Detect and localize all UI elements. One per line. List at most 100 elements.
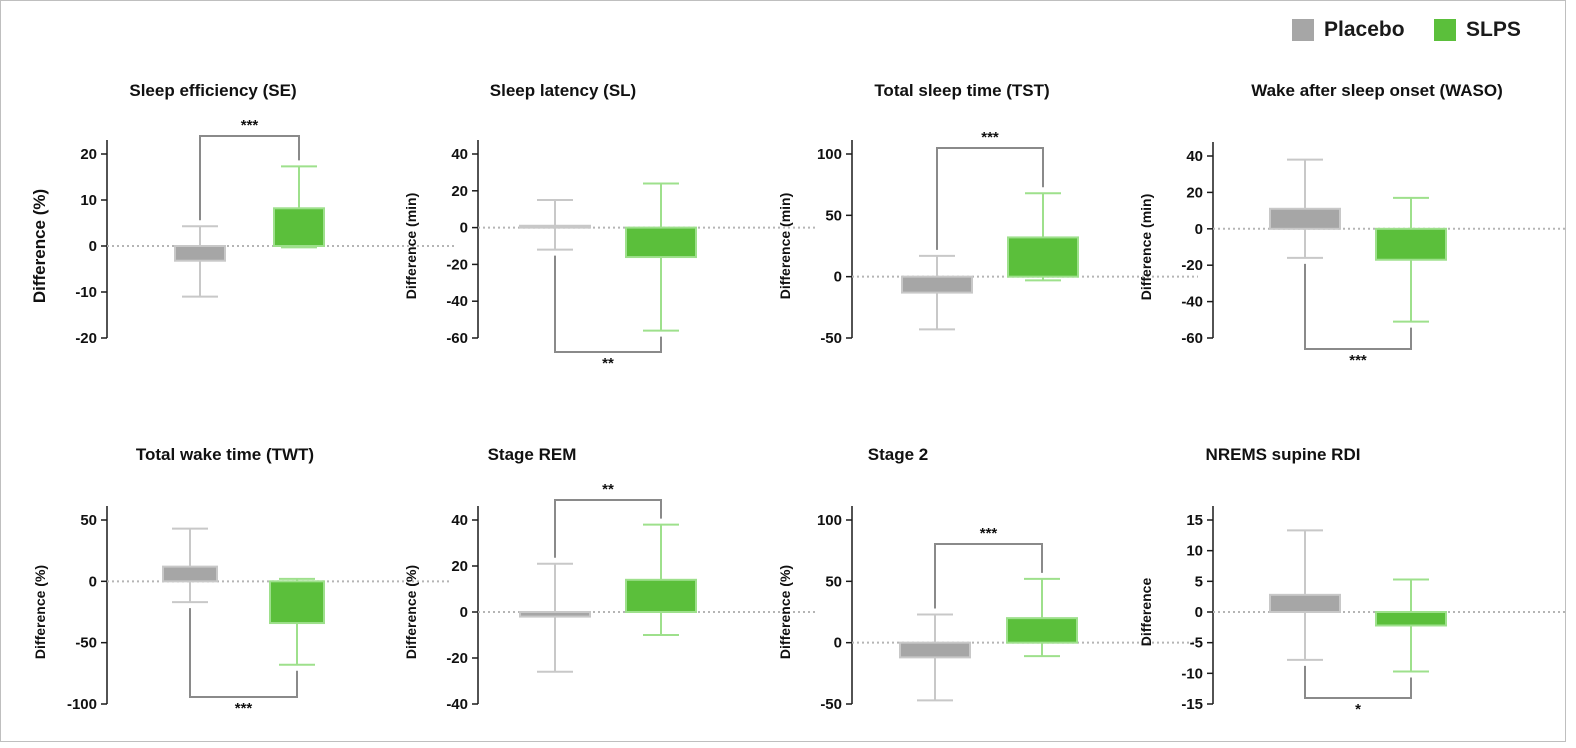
bar-slps (1375, 227, 1447, 261)
bar-placebo (162, 565, 218, 583)
chart-panel-3: Total sleep time (TST) 100 50 0 -50 Differenc… (777, 81, 1198, 347)
chart-title: Sleep efficiency (SE) (129, 81, 296, 100)
significance-label: *** (980, 525, 998, 542)
significance-bracket (554, 499, 662, 558)
bar-placebo (519, 611, 591, 618)
chart-title: Sleep latency (SL) (490, 81, 636, 100)
y-tick-label: -60 (1181, 330, 1203, 347)
y-tick-label: 0 (834, 635, 842, 652)
y-tick-label: -60 (446, 330, 468, 347)
bar-slps (1007, 236, 1079, 278)
y-tick-label: 20 (451, 558, 468, 575)
y-tick-label: 0 (89, 238, 97, 255)
y-tick-label: 50 (80, 512, 97, 529)
chart-title: Wake after sleep onset (WASO) (1251, 81, 1503, 100)
chart-panel-2: Sleep latency (SL) 40 20 0 -20 -40 -60 Differen… (403, 81, 816, 372)
y-tick-label: -100 (67, 696, 97, 713)
bar-placebo (519, 224, 591, 229)
bar-slps (273, 207, 325, 247)
y-tick-label: 10 (80, 192, 97, 209)
significance-label: *** (235, 700, 253, 717)
chart-title: Stage REM (488, 445, 577, 464)
y-tick-label: 5 (1195, 573, 1203, 590)
y-tick-label: -10 (75, 284, 97, 301)
y-tick-label: 0 (460, 220, 468, 237)
legend-item-slps: SLPS (1434, 18, 1521, 42)
bar-slps (625, 578, 697, 613)
y-tick-label: -20 (446, 650, 468, 667)
legend-label-placebo: Placebo (1324, 18, 1405, 41)
y-axis-title: Difference (%) (30, 189, 49, 303)
bar-placebo (174, 245, 226, 262)
bar-slps (1375, 611, 1447, 627)
significance-bracket (1304, 665, 1412, 699)
y-tick-label: 0 (89, 573, 97, 590)
y-tick-label: -20 (446, 256, 468, 273)
y-tick-label: 0 (1195, 221, 1203, 238)
y-tick-label: 0 (834, 269, 842, 286)
y-tick-label: 50 (825, 207, 842, 224)
y-axis-title: Difference (min) (777, 193, 793, 300)
y-axis-title: Difference (min) (1138, 194, 1154, 301)
y-tick-label: 10 (1186, 543, 1203, 560)
chart-title: NREMS supine RDI (1206, 445, 1361, 464)
y-axis-title: Difference (1138, 578, 1154, 647)
chart-panel-7: Stage 2 100 50 0 -50 Difference (%) *** (777, 445, 1197, 713)
y-tick-label: 20 (80, 146, 97, 163)
significance-bracket (934, 543, 1043, 609)
y-tick-label: -15 (1181, 696, 1203, 713)
y-tick-label: 100 (817, 512, 842, 529)
y-tick-label: -50 (820, 330, 842, 347)
chart-title: Stage 2 (868, 445, 928, 464)
legend-item-placebo: Placebo (1292, 18, 1405, 42)
y-axis-title: Difference (%) (777, 565, 793, 659)
y-tick-label: -5 (1190, 635, 1203, 652)
y-tick-label: 0 (1195, 604, 1203, 621)
y-tick-label: -20 (75, 330, 97, 347)
chart-title: Total sleep time (TST) (874, 81, 1049, 100)
chart-panel-5: Total wake time (TWT) 50 0 -50 -100 Differenc… (32, 445, 452, 717)
chart-title: Total wake time (TWT) (136, 445, 314, 464)
y-tick-label: 40 (451, 146, 468, 163)
bar-placebo (1269, 593, 1341, 613)
y-tick-label: -40 (446, 293, 468, 310)
y-axis-title: Difference (%) (32, 565, 48, 659)
bar-placebo (1269, 207, 1341, 230)
significance-bracket (554, 255, 662, 353)
y-axis-title: Difference (min) (403, 193, 419, 300)
chart-panel-6: Stage REM 40 20 0 -20 -40 Difference (%) ** (403, 445, 816, 713)
chart-panel-1: Sleep efficiency (SE) 20 10 0 -10 -20 Differen… (30, 81, 454, 347)
y-tick-label: -20 (1181, 257, 1203, 274)
legend-swatch-placebo (1292, 19, 1314, 41)
chart-panel-8: NREMS supine RDI 15 10 5 0 -5 -10 -15 Difference… (1138, 445, 1566, 718)
significance-label: *** (981, 129, 999, 146)
y-tick-label: 50 (825, 573, 842, 590)
y-tick-label: 0 (460, 604, 468, 621)
y-axis-title: Difference (%) (403, 565, 419, 659)
significance-bracket (189, 608, 298, 698)
significance-label: ** (602, 481, 614, 498)
significance-label: ** (602, 355, 614, 372)
significance-label: *** (1349, 352, 1367, 369)
y-tick-label: -10 (1181, 665, 1203, 682)
bar-slps (1006, 617, 1078, 644)
y-tick-label: -50 (820, 696, 842, 713)
y-tick-label: 15 (1186, 512, 1203, 529)
bar-slps (625, 226, 697, 259)
legend-swatch-slps (1434, 19, 1456, 41)
significance-bracket (936, 147, 1044, 250)
chart-panel-4: Wake after sleep onset (WASO) 40 20 0 -20 -40… (1138, 81, 1566, 369)
y-tick-label: 100 (817, 146, 842, 163)
bar-placebo (901, 275, 973, 294)
bar-slps (269, 580, 325, 625)
y-tick-label: 40 (1186, 148, 1203, 165)
significance-bracket (199, 135, 300, 221)
bar-placebo (899, 641, 971, 659)
y-tick-label: -40 (1181, 294, 1203, 311)
legend-label-slps: SLPS (1466, 18, 1521, 41)
significance-bracket (1304, 263, 1412, 350)
significance-label: *** (241, 117, 259, 134)
y-tick-label: 40 (451, 512, 468, 529)
y-tick-label: 20 (451, 183, 468, 200)
